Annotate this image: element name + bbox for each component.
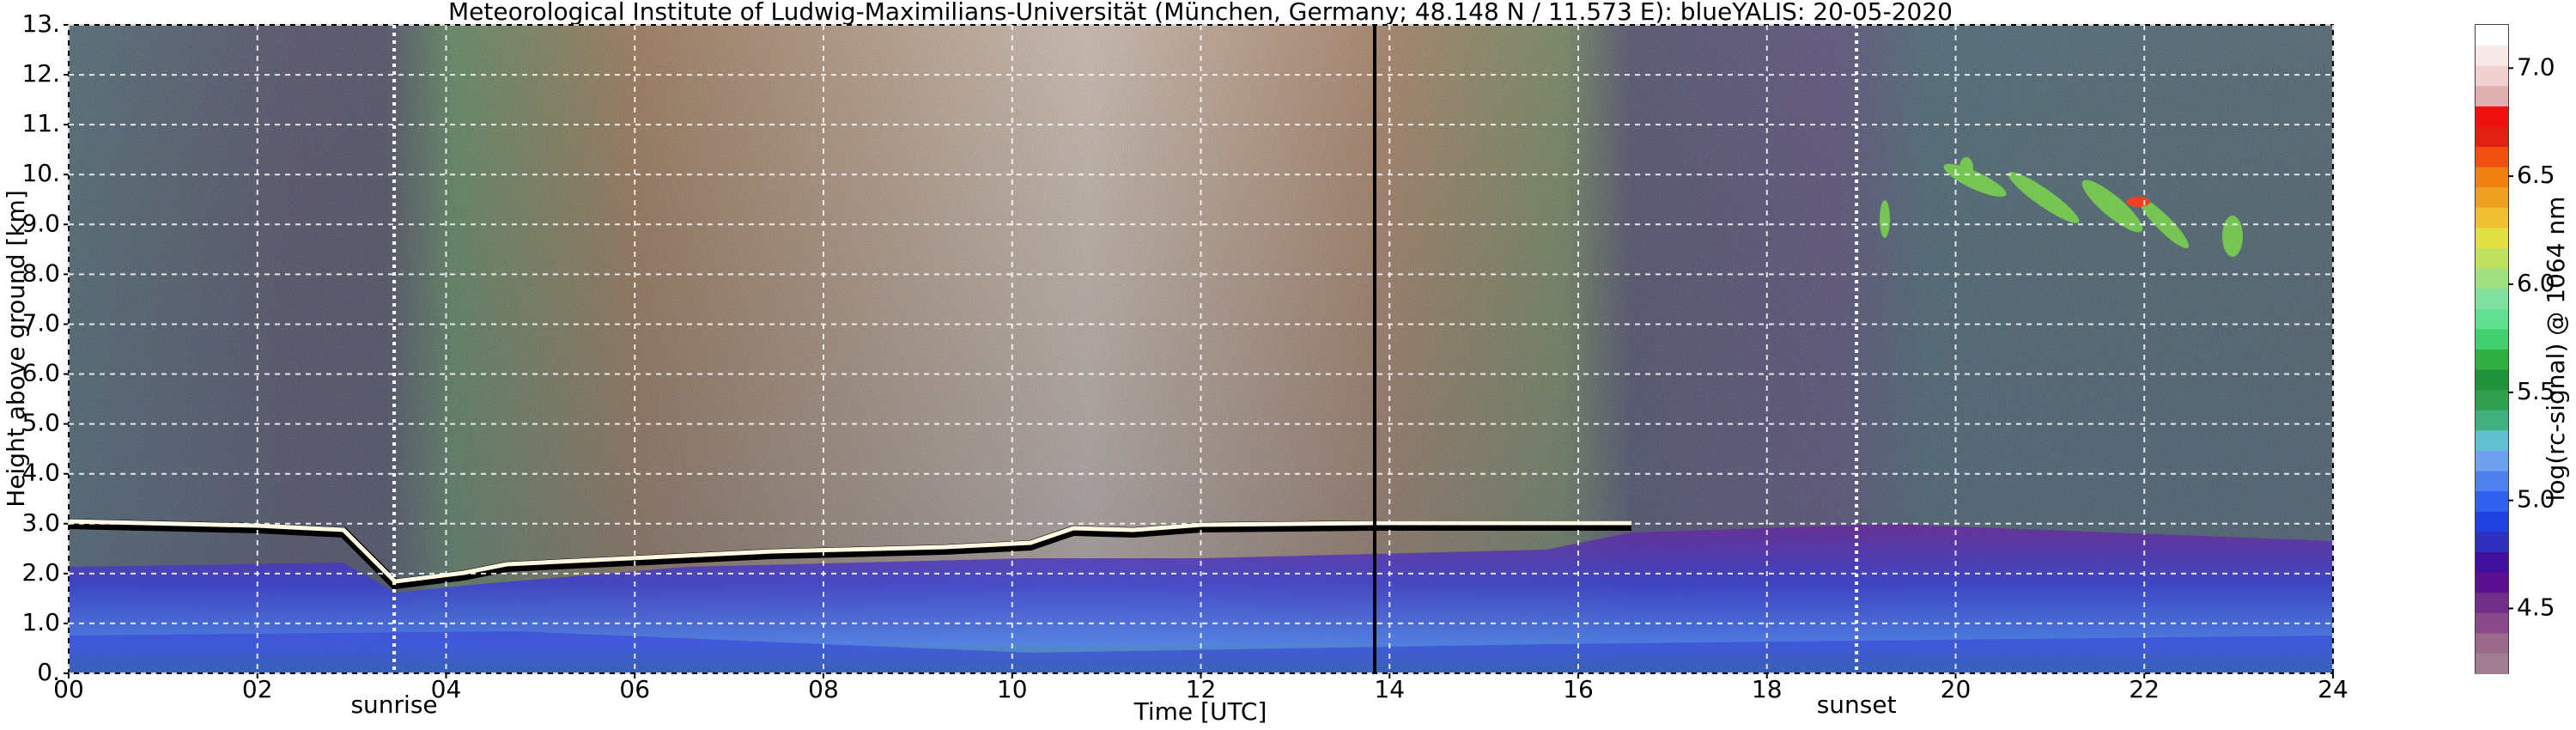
colorbar-segment [2476, 592, 2508, 613]
y-tick-label: 0. [37, 658, 60, 686]
y-axis-label: Height above ground [km] [2, 190, 30, 508]
y-tick-label: 8.0 [21, 259, 60, 287]
x-tick-label: 10 [997, 675, 1028, 703]
colorbar-segment [2476, 471, 2508, 492]
colorbar-segment [2476, 632, 2508, 654]
y-tick-label: 12. [21, 59, 60, 88]
colorbar-segment [2476, 349, 2508, 370]
colorbar-segment [2476, 653, 2508, 674]
colorbar-segment [2476, 125, 2508, 148]
colorbar-segment [2476, 167, 2508, 188]
colorbar-tick-label: 5.5 [2517, 377, 2555, 405]
x-axis-label: Time [UTC] [1133, 697, 1267, 726]
y-tick-label: 7.0 [21, 308, 60, 337]
x-tick-label: 08 [808, 675, 839, 703]
y-tick-label: 9.0 [21, 209, 60, 237]
colorbar-segment [2476, 551, 2508, 573]
annotation-label: sunrise [350, 690, 437, 719]
y-tick-label: 13. [21, 9, 60, 38]
colorbar-tick-label: 6.5 [2517, 161, 2555, 189]
colorbar-segment [2476, 65, 2508, 87]
colorbar-segment [2476, 268, 2508, 289]
y-tick-label: 10. [21, 159, 60, 187]
colorbar-segment [2476, 45, 2508, 66]
x-tick-label: 24 [2318, 675, 2348, 703]
colorbar-segment [2476, 186, 2508, 208]
y-tick-label: 11. [21, 109, 60, 137]
chart-title: Meteorological Institute of Ludwig-Maxim… [448, 0, 1953, 26]
colorbar-segment [2476, 85, 2508, 106]
colorbar-segment [2476, 450, 2508, 471]
y-tick-label: 5.0 [21, 409, 60, 437]
y-tick-label: 1.0 [21, 608, 60, 636]
colorbar-tick-label: 4.5 [2517, 593, 2555, 622]
colorbar-tick-label: 6.0 [2517, 269, 2555, 297]
x-tick-label: 06 [619, 675, 650, 703]
colorbar-segment [2476, 410, 2508, 431]
colorbar-segment [2476, 25, 2508, 46]
colorbar-tick-label: 5.0 [2517, 485, 2555, 514]
x-tick-label: 16 [1563, 675, 1594, 703]
colorbar-segment [2476, 247, 2508, 269]
colorbar-tick-label: 7.0 [2517, 52, 2555, 81]
colorbar-segment [2476, 227, 2508, 249]
x-tick-label: 02 [242, 675, 273, 703]
colorbar-segment [2476, 146, 2508, 167]
x-tick-label: 18 [1752, 675, 1783, 703]
x-tick-label: 14 [1374, 675, 1405, 703]
colorbar-segment [2476, 207, 2508, 228]
colorbar-segment [2476, 389, 2508, 411]
colorbar-segment [2476, 490, 2508, 512]
colorbar-segment [2476, 572, 2508, 593]
y-tick-label: 6.0 [21, 359, 60, 387]
colorbar-segment [2476, 612, 2508, 634]
colorbar-segment [2476, 429, 2508, 451]
x-tick-label: 04 [431, 675, 462, 703]
y-tick-label: 4.0 [21, 459, 60, 487]
y-tick-label: 2.0 [21, 558, 60, 587]
x-tick-label: 20 [1941, 675, 1971, 703]
annotation-label: sunset [1817, 690, 1897, 719]
colorbar-label: log(rc-signal) @ 1064 nm [2542, 197, 2570, 502]
x-tick-label: 12 [1186, 675, 1217, 703]
colorbar-segment [2476, 511, 2508, 532]
colorbar-segment [2476, 531, 2508, 552]
y-tick-label: 3.0 [21, 508, 60, 537]
x-tick-label: 00 [53, 675, 84, 703]
x-tick-label: 22 [2129, 675, 2160, 703]
colorbar-segment [2476, 308, 2508, 330]
colorbar-segment [2476, 288, 2508, 309]
colorbar-segment [2476, 369, 2508, 391]
colorbar-segment [2476, 106, 2508, 127]
colorbar-segment [2476, 328, 2508, 350]
